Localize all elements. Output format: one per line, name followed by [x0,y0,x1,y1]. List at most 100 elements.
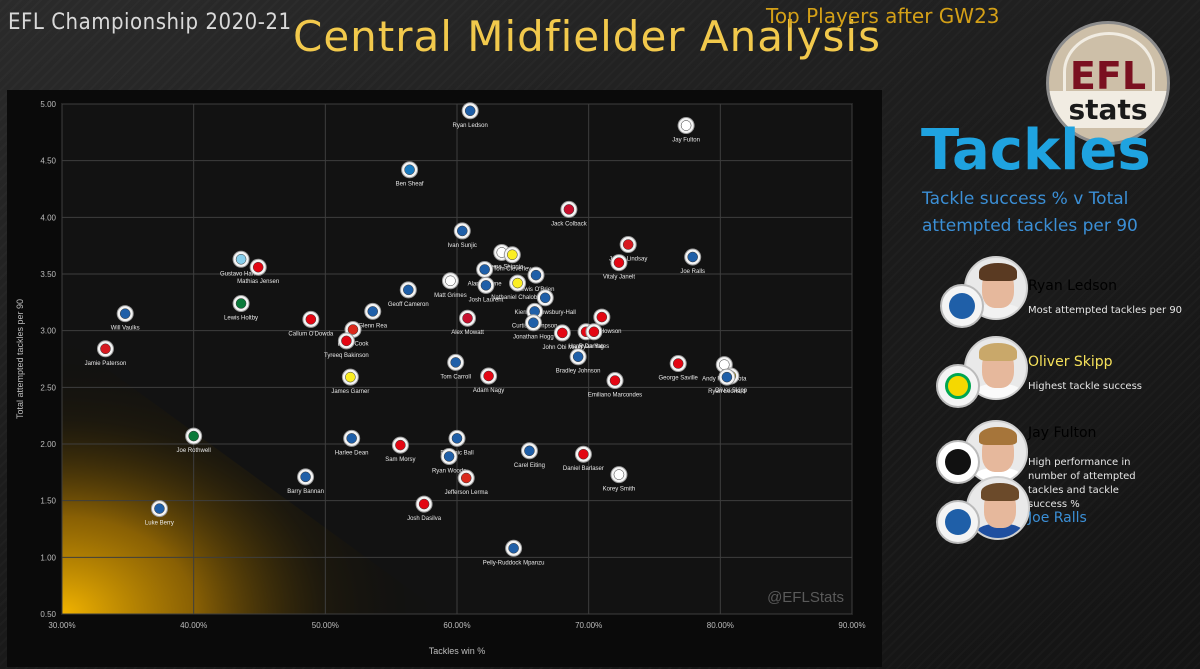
point-label: Glenn Rea [358,323,387,329]
featured-joe-ralls: Joe Ralls [936,476,1190,544]
point-label: Josh Dasilva [407,516,442,522]
club-badge-crest [483,370,494,382]
point-label: Vitaly Janelt [603,275,636,281]
point-label: Jefferson Lerma [445,490,489,496]
x-axis-label: Tackles win % [429,646,486,656]
club-badge-crest [450,357,461,368]
point-label: George Saville [659,376,699,382]
data-point: Pelly-Ruddock Mpanzu [483,539,544,566]
club-badge-crest [613,257,625,268]
point-label: John Obi Mikel [542,345,582,351]
y-tick-label: 2.00 [40,440,56,449]
data-point: Ivan Sunjic [448,222,477,249]
point-label: Adam Nagy [473,388,504,394]
point-label: Matt Grimes [434,293,467,299]
data-point: Sam Morsy [385,436,416,463]
point-label: Carel Eiting [514,463,545,469]
x-tick-label: 60.00% [443,621,470,630]
x-tick-label: 80.00% [707,621,734,630]
featured-desc: Highest tackle success [1028,381,1143,392]
point-label: Jack Colback [551,221,588,227]
club-badge-crest [539,292,551,304]
data-point: Carel Eiting [514,442,545,469]
point-label: Barry Bannan [287,489,324,495]
club-badge-crest [512,277,523,289]
club-badge-crest [443,451,455,462]
point-label: Ivan Sunjic [448,243,477,249]
point-label: Korey Smith [603,487,636,493]
club-badge-crest [346,433,357,444]
y-tick-label: 2.50 [40,383,56,392]
gameweek-subtitle: Top Players after GW23 [766,4,1000,28]
data-point: Adam Nagy [473,367,504,394]
x-tick-label: 30.00% [48,621,75,630]
club-badge-crest [395,439,406,451]
point-label: Will Vaulks [111,326,140,332]
point-label: Harry Darling [568,344,603,350]
club-badge-icon [936,500,980,544]
club-badge-crest [404,164,415,175]
point-label: Tom Cleverley [493,267,531,273]
club-badge-crest [460,472,472,484]
data-point: Tom Carroll [440,353,471,380]
data-point: Gustavo Hamer [220,250,262,277]
y-tick-label: 4.00 [40,213,56,222]
y-tick-label: 3.00 [40,327,56,336]
logo-arc-icon [1063,32,1155,112]
point-label: James Garner [331,389,369,395]
club-badge-crest [188,430,199,442]
data-point: Callum O'Dowda [288,310,334,337]
low-performance-zone [62,336,444,614]
data-point: Vitaly Janelt [603,254,636,281]
data-point: Emiliano Marcondes [588,372,642,399]
club-badge-icon [940,284,984,328]
featured-desc: Most attempted tackles per 90 [1028,305,1183,316]
point-label: Harlee Dean [335,450,369,456]
efl-stats-logo: EFL stats [1046,21,1170,145]
point-label: Jay Fulton [672,138,700,144]
point-label: Gustavo Hamer [220,271,262,277]
club-badge-crest [451,433,463,444]
point-label: Nathaniel Chalobah [491,295,544,301]
point-label: Callum O'Dowda [288,331,333,337]
club-badge-crest [480,280,492,291]
point-label: Bradley Johnson [556,369,601,375]
club-badge-crest [672,358,684,369]
y-tick-label: 4.50 [40,157,56,166]
data-point: Bradley Johnson [556,348,601,375]
point-label: Josh Laurent [469,297,504,303]
club-badge-crest [119,308,131,319]
club-badge-icon [936,440,980,484]
data-point: Alex Mowatt [451,309,484,336]
point-label: Ryan Ledson [452,123,487,129]
data-point: Lewis Holtby [224,294,258,321]
x-tick-label: 50.00% [312,621,339,630]
club-badge-crest [154,503,165,514]
data-point: Ryan Woods [432,447,466,474]
data-point: Joe Rothwell [176,427,211,454]
logo-text-top: EFL [1069,54,1147,98]
club-badge-crest [622,239,634,250]
league-season-title: EFL Championship 2020-21 [8,10,292,35]
data-point: Jack Colback [551,200,588,227]
data-point: Ryan Leonard [708,368,746,395]
data-point: Mathias Jensen [237,258,279,285]
club-badge-crest [305,314,317,325]
club-badge-crest [100,343,111,355]
data-point: Jamie Lindsay [609,236,647,263]
point-label: Daniel Barlaser [563,466,604,472]
club-badge-crest [508,543,519,554]
club-badge-crest [235,254,247,265]
watermark: @EFLStats [767,589,844,606]
club-badge-crest [530,269,542,281]
page-title: Central Midfielder Analysis [293,12,881,61]
club-badge-crest [445,275,456,287]
featured-name: Oliver Skipp [1028,354,1113,370]
point-label: Tom Carroll [440,374,471,380]
data-point: James Garner [331,368,369,395]
club-badge-crest [345,371,356,383]
x-tick-label: 40.00% [180,621,207,630]
data-point: Lewis O'Brien [518,266,554,293]
y-tick-label: 0.50 [40,610,56,619]
data-point: Ryan Yates [579,323,609,350]
